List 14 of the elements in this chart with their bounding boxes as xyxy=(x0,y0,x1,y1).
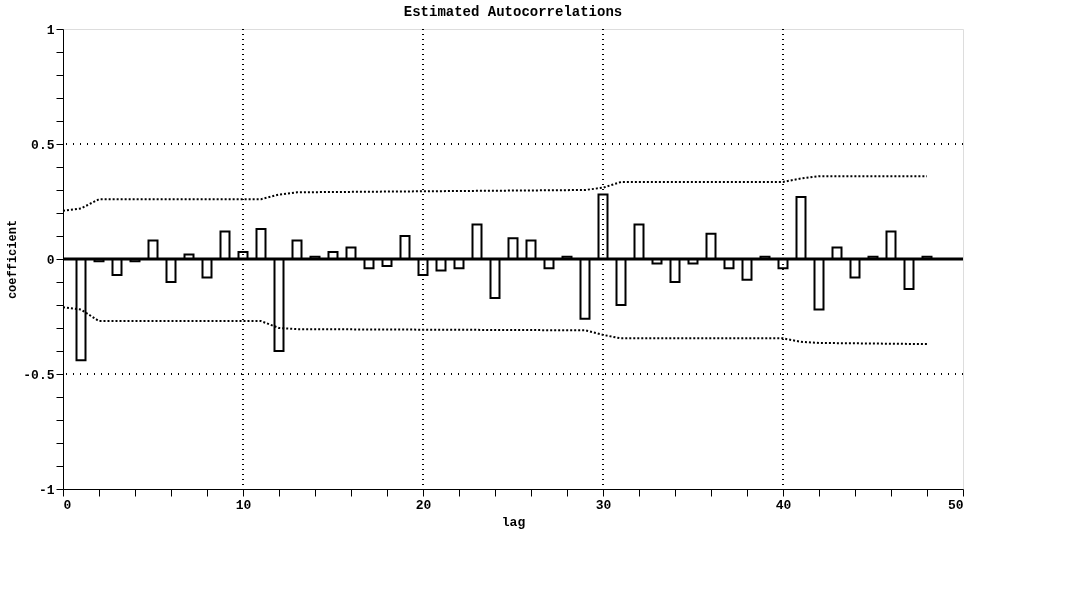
chart-title: Estimated Autocorrelations xyxy=(403,4,623,20)
x-tick-label: 40 xyxy=(775,497,792,513)
y-tick-label: -0.5 xyxy=(23,367,55,383)
x-tick-label: 30 xyxy=(595,497,612,513)
y-tick-label: 0.5 xyxy=(31,137,55,153)
y-tick-label: -1 xyxy=(38,482,55,498)
x-axis-title: lag xyxy=(501,514,526,530)
y-axis-title: coefficient xyxy=(6,219,21,300)
x-tick-label: 50 xyxy=(947,497,964,513)
y-tick-label: 1 xyxy=(46,22,55,38)
y-tick-label: 0 xyxy=(46,252,55,268)
x-tick-label: 0 xyxy=(63,497,72,513)
x-tick-label: 20 xyxy=(415,497,432,513)
x-tick-label: 10 xyxy=(235,497,252,513)
